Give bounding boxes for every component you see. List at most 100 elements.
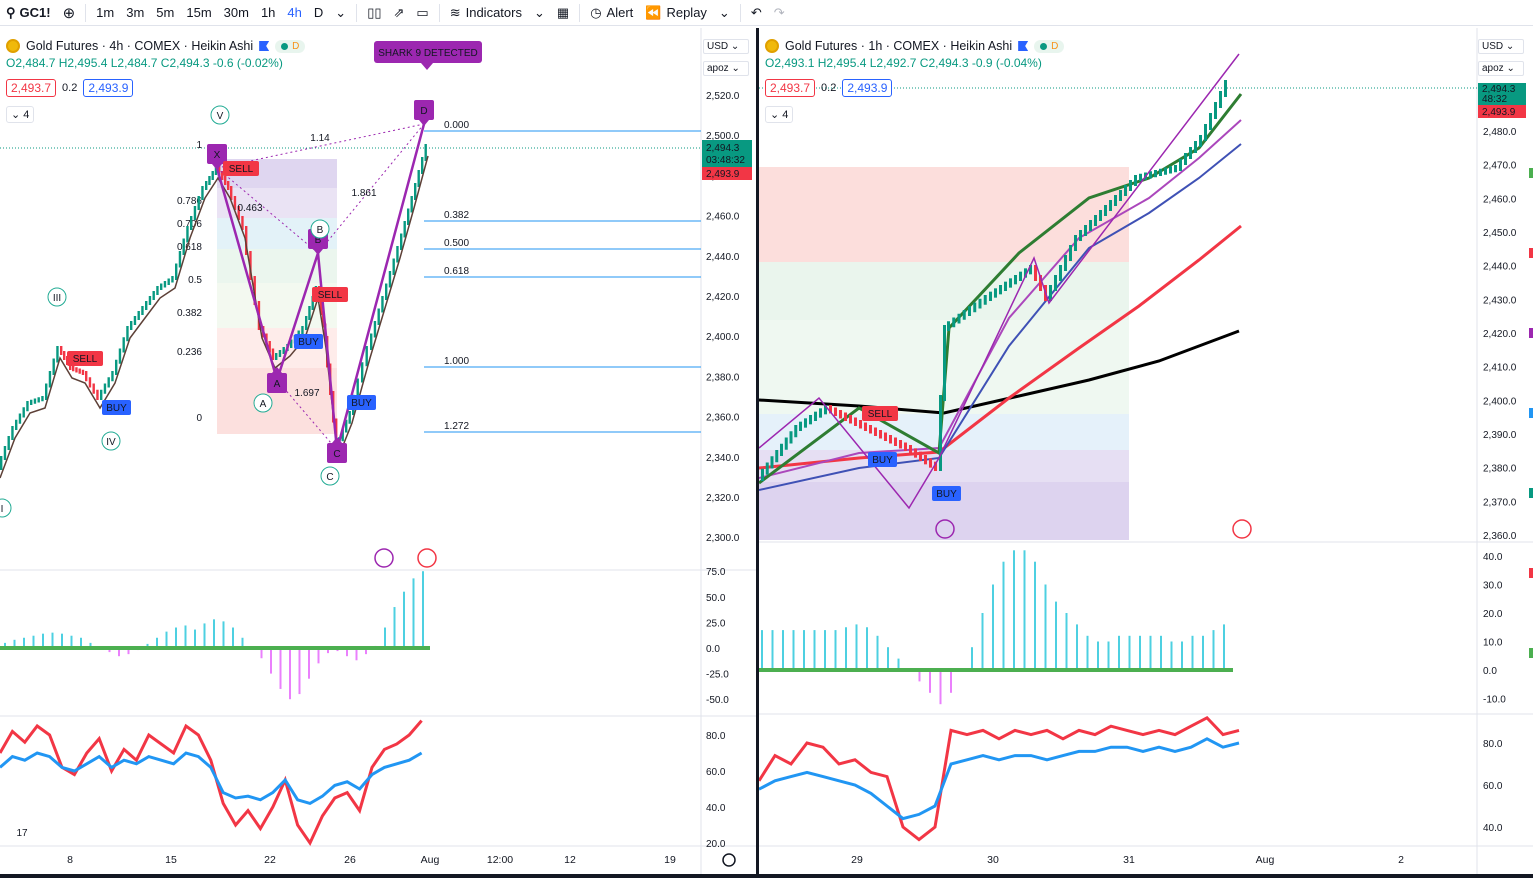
candle	[1049, 285, 1052, 301]
redo-icon: ↷	[773, 4, 785, 20]
last-price-label: 2,494.3	[1482, 84, 1516, 95]
candle	[1194, 141, 1197, 153]
price-tick-label: 2,380.0	[706, 372, 740, 383]
candle	[152, 291, 155, 300]
market-status-pill[interactable]: D	[275, 39, 306, 53]
market-open-dot-icon	[281, 42, 289, 50]
interval-30m[interactable]: 30m	[223, 5, 249, 20]
wave-label-v-circle	[210, 105, 230, 125]
forward-event-icon[interactable]	[374, 548, 394, 568]
candle	[45, 383, 48, 400]
right-buy-price-button[interactable]: 2,493.9	[842, 79, 893, 97]
candle	[30, 399, 33, 405]
color-marker	[1529, 568, 1533, 578]
chart-divider[interactable]	[756, 28, 759, 874]
right-chart-pane[interactable]: 2,480.0 2,470.0 2,460.0 2,450.0 2,440.0 2,430…	[759, 28, 1533, 874]
compare-icon: ⇗	[393, 4, 405, 20]
undo-button[interactable]: ↶	[745, 0, 768, 26]
right-indicators-collapse-button[interactable]: ⌄ 4	[765, 106, 794, 123]
price-tick-label: 2,460.0	[1483, 194, 1517, 205]
fib-box-band	[759, 414, 1129, 450]
candle	[1024, 268, 1027, 278]
bar-style-button[interactable]: ▭	[410, 0, 434, 26]
right-chart-title[interactable]: Gold Futures · 1h · COMEX · Heikin Ashi	[785, 39, 1013, 53]
forward-event-icon[interactable]	[935, 519, 955, 539]
ask-price-label: 2,493.9	[1482, 107, 1516, 118]
candle	[761, 468, 764, 481]
left-scale-mode-select[interactable]: apoz ⌄	[703, 61, 749, 76]
pattern-point-c-bg	[327, 443, 347, 463]
candle	[770, 456, 774, 469]
candle	[403, 221, 406, 238]
redo-button[interactable]: ↷	[768, 0, 791, 26]
candle	[133, 316, 137, 325]
right-currency-select[interactable]: USD ⌄	[1478, 39, 1524, 54]
indicators-dropdown-button[interactable]: ⌄	[528, 0, 551, 26]
buy-signal-bg	[294, 334, 323, 349]
interval-3m[interactable]: 3m	[126, 5, 145, 20]
candle	[163, 281, 167, 288]
candle	[1224, 80, 1227, 97]
rsi-tick-label: 40.0	[1483, 823, 1503, 834]
right-sell-price-button[interactable]: 2,493.7	[765, 79, 816, 97]
candle	[100, 389, 103, 400]
wave-label-b: B	[317, 225, 324, 236]
rsi-tick-label: 60.0	[1483, 781, 1503, 792]
toolbar-divider	[356, 3, 358, 22]
pattern-point-b: B	[315, 235, 322, 246]
replay-dropdown-button[interactable]: ⌄	[713, 0, 736, 26]
candles-style-button[interactable]: ▯▯	[361, 0, 387, 26]
interval-dropdown-button[interactable]: ⌄	[329, 0, 352, 26]
left-currency-select[interactable]: USD ⌄	[703, 39, 749, 54]
left-chart-pane[interactable]: 2,520.02,500.02,480.02,460.02,440.02,420…	[0, 28, 757, 874]
pattern-point-c: C	[333, 449, 340, 460]
sell-signal-bg	[862, 406, 898, 421]
flash-event-icon[interactable]	[417, 548, 437, 568]
interval-d[interactable]: D	[313, 5, 324, 20]
time-tick-label: 30	[987, 854, 999, 866]
settings-gear-icon[interactable]	[722, 853, 736, 867]
candle	[849, 415, 852, 424]
alert-button[interactable]: ◷ Alert	[584, 0, 639, 26]
flash-event-icon[interactable]	[1232, 519, 1252, 539]
price-tick-label: 2,300.0	[706, 533, 740, 544]
candle	[311, 296, 314, 310]
left-indicators-collapse-button[interactable]: ⌄ 4	[6, 106, 35, 123]
interval-1h[interactable]: 1h	[260, 5, 276, 20]
flag-icon[interactable]	[1018, 41, 1029, 51]
time-tick-label: 12	[564, 854, 576, 866]
wave-label-c-circle	[320, 466, 340, 486]
left-buy-price-button[interactable]: 2,493.9	[83, 79, 134, 97]
right-chart-canvas[interactable]: 2,480.0 2,470.0 2,460.0 2,450.0 2,440.0 2,430…	[759, 28, 1533, 874]
candle	[96, 389, 99, 400]
time-tick-label: 8	[67, 854, 73, 866]
templates-button[interactable]: ▦	[551, 0, 575, 26]
candle	[193, 206, 197, 220]
market-status-pill[interactable]: D	[1034, 39, 1065, 53]
compare-button[interactable]: ⇗	[388, 0, 411, 26]
candle	[167, 278, 170, 285]
wave-label-iv-circle	[101, 431, 121, 451]
left-sell-price-button[interactable]: 2,493.7	[6, 79, 57, 97]
candle	[1039, 275, 1042, 291]
interval-15m[interactable]: 15m	[186, 5, 212, 20]
candle	[794, 425, 798, 438]
pattern-ratio-label: 1.697	[294, 388, 319, 399]
oscillator-tick-label: -50.0	[706, 695, 729, 706]
interval-4h[interactable]: 4h	[287, 5, 302, 20]
candle	[1059, 265, 1062, 281]
right-scale-mode-select[interactable]: apoz ⌄	[1478, 61, 1524, 76]
symbol-search-button[interactable]: ⚲ GC1!	[0, 0, 57, 26]
replay-button[interactable]: ⏪ Replay	[639, 0, 713, 26]
price-tick-label: 2,380.0	[1483, 464, 1517, 475]
interval-1m[interactable]: 1m	[96, 5, 115, 20]
price-tick-label: 2,500.0	[706, 131, 740, 142]
candle	[122, 337, 125, 353]
add-symbol-button[interactable]: ⊕	[57, 0, 82, 26]
chevron-down-icon: ⌄	[533, 4, 545, 20]
left-chart-canvas[interactable]: 2,520.02,500.02,480.02,460.02,440.02,420…	[0, 28, 757, 874]
indicators-button[interactable]: ≋ Indicators	[444, 0, 528, 26]
flag-icon[interactable]	[259, 41, 270, 51]
interval-5m[interactable]: 5m	[156, 5, 175, 20]
left-chart-title[interactable]: Gold Futures · 4h · COMEX · Heikin Ashi	[26, 39, 254, 53]
